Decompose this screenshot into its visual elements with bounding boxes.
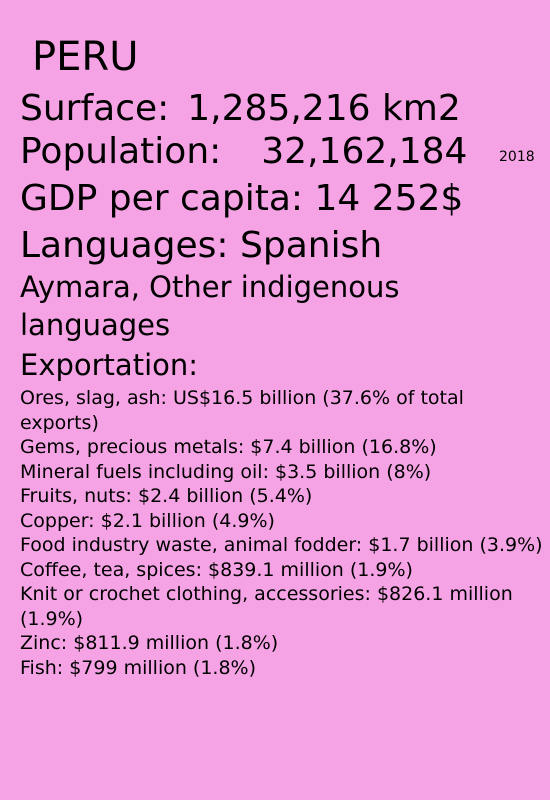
export-item: Food industry waste, animal fodder: $1.7… (20, 534, 543, 556)
population-year: 2018 (499, 149, 535, 165)
surface-value: 1,285,216 km2 (187, 88, 461, 129)
export-item: Zinc: $811.9 million (1.8%) (20, 632, 279, 654)
population-label: Population: (20, 131, 222, 172)
export-item: Copper: $2.1 billion (4.9%) (20, 509, 275, 532)
export-item: Gems, precious metals: $7.4 billion (16.… (20, 436, 437, 458)
country-name: PERU (32, 34, 139, 80)
languages-other: Aymara, Other indigenous languages (20, 270, 400, 342)
population-row: Population: 32,162,184 (20, 131, 467, 173)
population-value: 32,162,184 (261, 131, 468, 172)
gdp-per-capita: GDP per capita: 14 252$ (20, 178, 464, 219)
exportation-list: Ores, slag, ash: US$16.5 billion (37.6% … (20, 386, 545, 680)
exportation-heading: Exportation: (20, 348, 199, 382)
export-item: Ores, slag, ash: US$16.5 billion (37.6% … (20, 387, 464, 434)
export-item: Coffee, tea, spices: $839.1 million (1.9… (20, 558, 413, 581)
languages-primary: Languages: Spanish (20, 225, 383, 266)
surface-row: Surface: 1,285,216 km2 (20, 88, 461, 130)
export-item: Mineral fuels including oil: $3.5 billio… (20, 460, 432, 483)
export-item: Fish: $799 million (1.8%) (20, 656, 257, 679)
export-item: Fruits, nuts: $2.4 billion (5.4%) (20, 485, 313, 507)
surface-label: Surface: (20, 88, 170, 129)
export-item: Knit or crochet clothing, accessories: $… (20, 583, 513, 630)
